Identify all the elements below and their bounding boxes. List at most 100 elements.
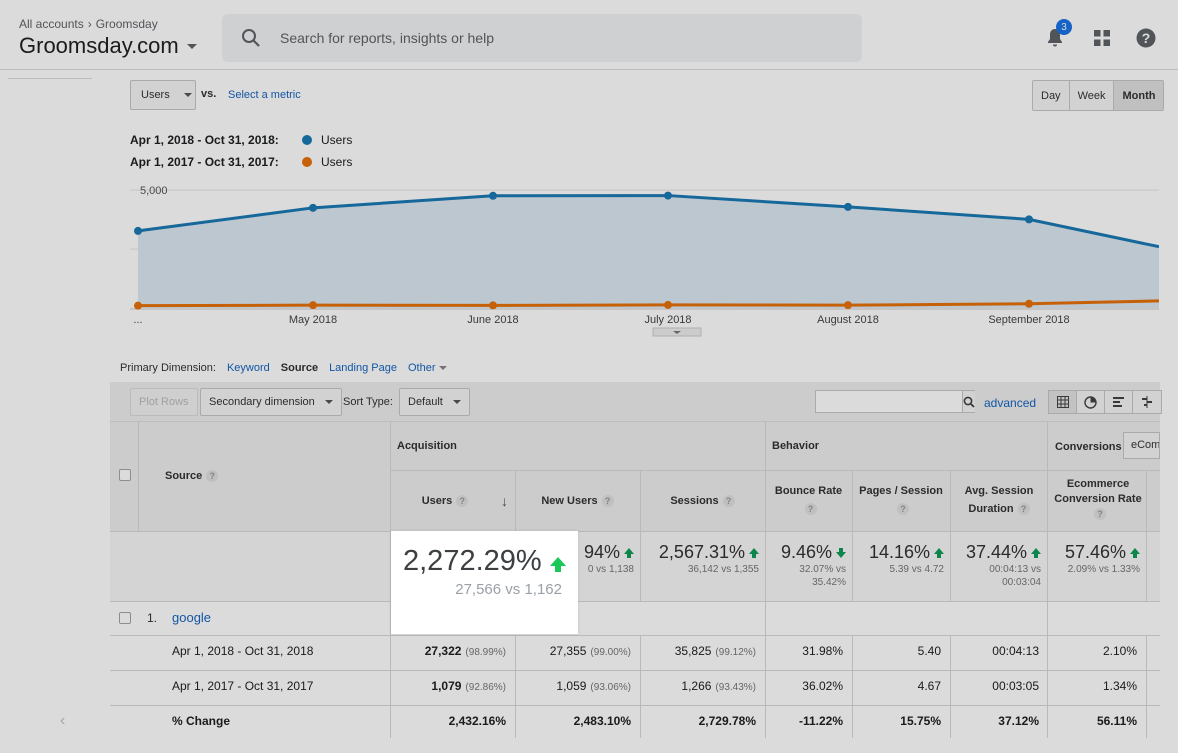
breadcrumb-all-accounts[interactable]: All accounts bbox=[19, 17, 84, 31]
property-selector[interactable]: Groomsday.com bbox=[19, 33, 197, 59]
dimension-landing-page[interactable]: Landing Page bbox=[329, 362, 397, 374]
source-header-label: Source bbox=[165, 470, 203, 482]
data-point-previous bbox=[489, 301, 497, 310]
help-icon[interactable]: ? bbox=[897, 503, 909, 516]
help-icon[interactable]: ? bbox=[1094, 508, 1106, 521]
users-column-header[interactable]: Users? bbox=[390, 492, 500, 510]
cell-percent: (92.86%) bbox=[465, 682, 506, 693]
metric-select[interactable]: Users bbox=[130, 80, 196, 110]
caret-down-icon bbox=[324, 400, 333, 404]
period-month-button[interactable]: Month bbox=[1114, 81, 1164, 110]
search-input[interactable] bbox=[280, 30, 820, 46]
breadcrumb-account[interactable]: Groomsday bbox=[95, 17, 158, 31]
new-users-column-header[interactable]: New Users? bbox=[515, 492, 640, 510]
chevron-right-icon: › bbox=[87, 17, 92, 31]
help-icon[interactable]: ? bbox=[1131, 20, 1161, 56]
total-new-users-value: 94% bbox=[583, 542, 620, 562]
total-sessions-value: 2,567.31% bbox=[658, 542, 745, 562]
plot-rows-button[interactable]: Plot Rows bbox=[130, 388, 198, 416]
caret-down-icon bbox=[439, 366, 448, 370]
cell-value: 1,059 bbox=[556, 679, 587, 693]
select-all-checkbox[interactable] bbox=[119, 469, 131, 481]
highlighted-total-users: 2,272.29% 27,566 vs 1,162 bbox=[391, 531, 578, 634]
data-point-previous bbox=[134, 301, 142, 310]
data-point-current bbox=[134, 226, 142, 235]
search-icon[interactable] bbox=[962, 391, 975, 412]
legend-range: Apr 1, 2018 - Oct 31, 2018: bbox=[130, 133, 279, 147]
arrow-up-icon bbox=[1031, 547, 1041, 558]
table-filter-input[interactable] bbox=[816, 391, 962, 412]
data-point-previous bbox=[309, 301, 317, 310]
svg-text:?: ? bbox=[1142, 30, 1151, 46]
apps-grid-icon[interactable] bbox=[1087, 20, 1117, 56]
table-toolbar: Plot Rows Secondary dimension Sort Type:… bbox=[110, 382, 1162, 422]
cell-value: 1,266 bbox=[681, 679, 712, 693]
search-bar[interactable] bbox=[222, 14, 862, 62]
bounce-rate-column-header[interactable]: Bounce Rate? bbox=[765, 482, 852, 518]
arrow-up-icon bbox=[1130, 547, 1140, 558]
performance-view-icon[interactable] bbox=[1105, 391, 1133, 413]
cell-value: 31.98% bbox=[802, 644, 843, 658]
caret-down-icon bbox=[183, 93, 192, 97]
sub-row-label: Apr 1, 2018 - Oct 31, 2018 bbox=[172, 644, 314, 658]
row-checkbox[interactable] bbox=[119, 612, 131, 624]
avg-session-duration-column-header[interactable]: Avg. Session Duration? bbox=[956, 482, 1042, 518]
sort-type-select[interactable]: Default bbox=[399, 388, 470, 416]
total-avg-session-duration-value: 37.44% bbox=[965, 542, 1027, 562]
source-link-google[interactable]: google bbox=[172, 610, 212, 625]
sub-row-cell: 37.12% bbox=[998, 714, 1039, 728]
dimension-other[interactable]: Other bbox=[408, 362, 448, 374]
sort-descending-icon[interactable]: ↓ bbox=[501, 493, 508, 509]
secondary-dimension-label: Secondary dimension bbox=[209, 396, 315, 408]
sidebar-divider bbox=[8, 78, 92, 79]
table-view-icon[interactable] bbox=[1049, 391, 1077, 413]
x-tick-label: September 2018 bbox=[988, 314, 1069, 326]
ecommerce-conversion-rate-column-header[interactable]: Ecommerce Conversion Rate? bbox=[1050, 477, 1146, 522]
help-icon[interactable]: ? bbox=[1017, 503, 1030, 516]
sessions-column-header[interactable]: Sessions? bbox=[640, 492, 765, 510]
help-icon[interactable]: ? bbox=[456, 495, 469, 507]
breadcrumb: All accounts › Groomsday bbox=[19, 17, 158, 31]
pages-session-column-header[interactable]: Pages / Session? bbox=[852, 482, 950, 518]
source-column-header[interactable]: Source? bbox=[165, 470, 219, 483]
advanced-filter-link[interactable]: advanced bbox=[984, 396, 1037, 410]
total-pages-session-compare: 5.39 vs 4.72 bbox=[889, 564, 944, 575]
x-tick-label: July 2018 bbox=[644, 314, 691, 326]
conversions-select[interactable]: eCom bbox=[1123, 432, 1160, 459]
dimension-keyword[interactable]: Keyword bbox=[226, 362, 270, 374]
data-point-current bbox=[489, 191, 497, 200]
help-icon[interactable]: ? bbox=[722, 495, 735, 507]
total-sessions-compare: 36,142 vs 1,355 bbox=[687, 564, 759, 575]
sub-row-label: Apr 1, 2017 - Oct 31, 2017 bbox=[172, 679, 314, 693]
dimension-source[interactable]: Source bbox=[280, 362, 319, 374]
spotlight-users-compare: 27,566 vs 1,162 bbox=[455, 581, 562, 598]
sort-type-label: Sort Type: bbox=[343, 396, 393, 408]
period-day-button[interactable]: Day bbox=[1033, 81, 1070, 110]
arrow-up-icon bbox=[749, 547, 759, 558]
x-tick-label: ... bbox=[133, 314, 142, 326]
bell-icon[interactable]: 3 bbox=[1040, 19, 1072, 56]
help-icon[interactable]: ? bbox=[206, 470, 219, 483]
pie-view-icon[interactable] bbox=[1077, 391, 1105, 413]
data-point-current bbox=[1025, 215, 1033, 224]
legend-range: Apr 1, 2017 - Oct 31, 2017: bbox=[130, 155, 279, 169]
arrow-up-icon bbox=[549, 557, 566, 572]
help-icon[interactable]: ? bbox=[601, 495, 614, 507]
help-icon[interactable]: ? bbox=[804, 503, 817, 516]
sub-row-cell: 15.75% bbox=[900, 714, 941, 728]
comparison-view-icon[interactable] bbox=[1133, 391, 1161, 413]
select-metric-link[interactable]: Select a metric bbox=[228, 89, 301, 101]
sessions-header-label: Sessions bbox=[670, 495, 719, 507]
sub-row-cell: 1,266 (93.43%) bbox=[681, 679, 756, 693]
total-new-users-compare: 0 vs 1,138 bbox=[587, 564, 634, 575]
view-switcher bbox=[1048, 390, 1162, 414]
cell-value: 00:03:05 bbox=[992, 679, 1039, 693]
ecommerce-conversion-rate-header-label: Ecommerce Conversion Rate bbox=[1054, 478, 1142, 505]
table-header bbox=[110, 422, 1160, 531]
period-week-button[interactable]: Week bbox=[1069, 81, 1115, 110]
cell-value: 2,483.10% bbox=[573, 714, 631, 728]
sub-row-cell: 00:04:13 bbox=[992, 644, 1039, 658]
cell-value: 15.75% bbox=[900, 714, 941, 728]
secondary-dimension-select[interactable]: Secondary dimension bbox=[200, 388, 342, 416]
collapse-sidebar-icon[interactable]: ‹ bbox=[60, 712, 66, 729]
